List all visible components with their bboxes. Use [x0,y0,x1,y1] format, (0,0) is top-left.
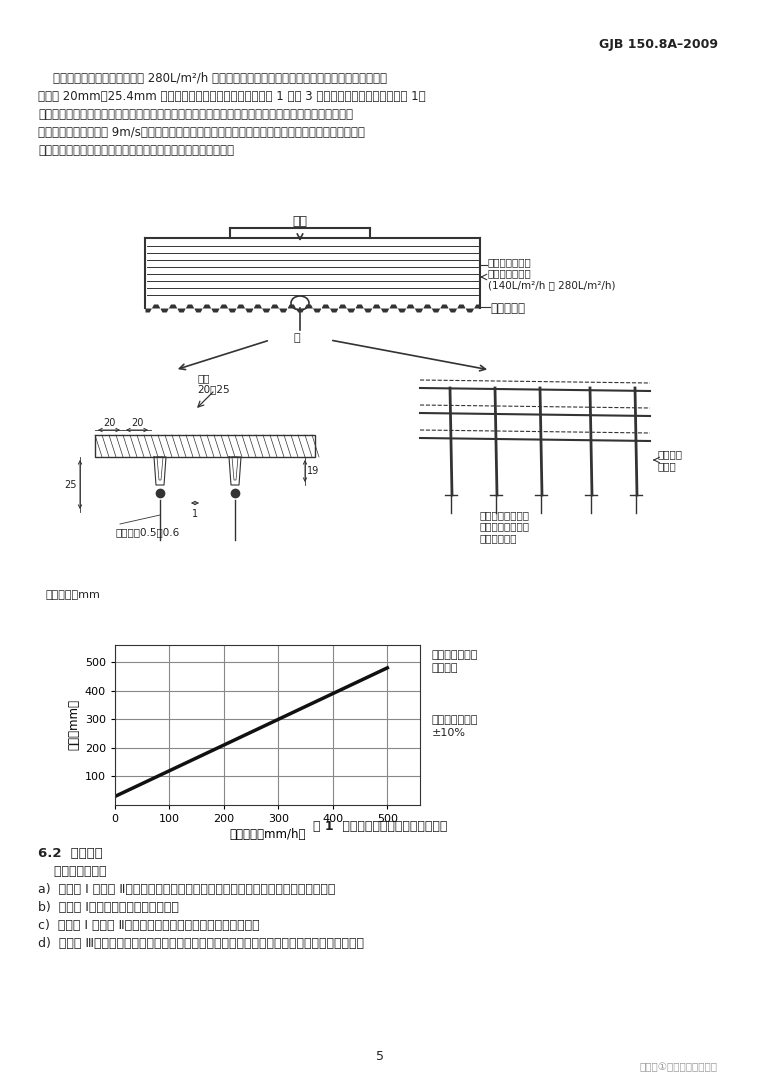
Text: 图 1  稳态淋雨或滴水试验的简易装置: 图 1 稳态淋雨或滴水试验的简易装置 [313,821,447,833]
Text: 供水: 供水 [293,215,308,228]
Text: a)  对程序 Ⅰ 和程序 Ⅱ，每次试验前均应检查降雨强度及啤嘴啤雾散布面和啤水压力；: a) 对程序 Ⅰ 和程序 Ⅱ，每次试验前均应检查降雨强度及啤嘴啤雾散布面和啤水压… [38,883,335,896]
Text: 水滴分配器: 水滴分配器 [490,302,525,315]
Y-axis label: 高度（mm）: 高度（mm） [68,699,81,751]
Bar [95,435,315,458]
Text: c)  对程序 Ⅰ 和程序 Ⅱ，每次试验前检查啤嘴啤淋方式和压力；: c) 对程序 Ⅰ 和程序 Ⅱ，每次试验前检查啤嘴啤淋方式和压力； [38,919,260,932]
Text: 5: 5 [376,1050,384,1063]
Text: 25: 25 [65,480,77,490]
Text: b)  对程序 Ⅰ，每次试验前要检查风速；: b) 对程序 Ⅰ，每次试验前要检查风速； [38,901,179,914]
Text: ±10%: ±10% [432,728,466,738]
Text: 耐腐蚀不
锈钉管: 耐腐蚀不 锈钉管 [658,449,683,470]
Text: 主要是由于它的构造和维护简单，成本较低且试验重现性好。聚乙烯套管可任选，采用的滴水高度应确: 主要是由于它的构造和维护简单，成本较低且试验重现性好。聚乙烯套管可任选，采用的滴… [38,108,353,121]
X-axis label: 滴降速率（mm/h）: 滴降速率（mm/h） [230,828,306,841]
Text: GJB 150.8A–2009: GJB 150.8A–2009 [599,38,718,50]
Text: 保水滴的最终速度约为 9m/s。同时采用的水分配器应有足够大的面，以覆盖试件的整个上表面。雨水: 保水滴的最终速度约为 9m/s。同时采用的水分配器应有足够大的面，以覆盖试件的整… [38,126,365,139]
Text: d)  对程序 Ⅲ，每次试验前后检查滴水量，以保证试验中的允差符合要求，保证水从分配器中流: d) 对程序 Ⅲ，每次试验前后检查滴水量，以保证试验中的允差符合要求，保证水从分… [38,937,364,950]
Text: 20: 20 [103,418,116,429]
Text: 滴雨速率: 滴雨速率 [432,663,458,673]
Text: 所述装置的可变: 所述装置的可变 [432,650,478,661]
Text: 即: 即 [293,333,300,343]
Text: 使用的试验装置应能提供大于 280L/m²/h 的滴水量，水从分配器中滴出，但不能聚成水流。分配器: 使用的试验装置应能提供大于 280L/m²/h 的滴水量，水从分配器中滴出，但不… [38,72,387,85]
Text: 套在管尾的聚乙烯
或者类似软管，以
增加水滴尺寸: 套在管尾的聚乙烯 或者类似软管，以 增加水滴尺寸 [480,510,530,543]
Text: 试验控制包括：: 试验控制包括： [38,865,106,879]
Text: 尺寸单位：mm: 尺寸单位：mm [45,590,100,600]
Text: 中可加入荧光素一类的水溶性燃料，以帮助定位和分析水渗漏。: 中可加入荧光素一类的水溶性燃料，以帮助定位和分析水渗漏。 [38,144,234,157]
Text: 1: 1 [192,509,198,519]
Text: 管内径约0.5～0.6: 管内径约0.5～0.6 [115,527,179,537]
Text: 孔径
20～25: 孔径 20～25 [197,373,230,394]
Text: 搜狐号①东莞科翔试验设备: 搜狐号①东莞科翔试验设备 [640,1062,718,1072]
Text: 6.2  试验控制: 6.2 试验控制 [38,847,103,860]
Text: 20: 20 [131,418,143,429]
Text: 上有以 20mm～25.4mm 间隔点阵分布的滴水孔。分配器按图 1 和图 3 所示进行结构设计，推荐用图 1，: 上有以 20mm～25.4mm 间隔点阵分布的滴水孔。分配器按图 1 和图 3 … [38,90,426,103]
Text: 控制吹雨并校准
以保证滴雨速率
(140L/m²/h 或 280L/m²/h): 控制吹雨并校准 以保证滴雨速率 (140L/m²/h 或 280L/m²/h) [488,257,616,290]
Text: 滴雨均匀速率：: 滴雨均匀速率： [432,715,478,725]
Text: 19: 19 [307,466,319,476]
